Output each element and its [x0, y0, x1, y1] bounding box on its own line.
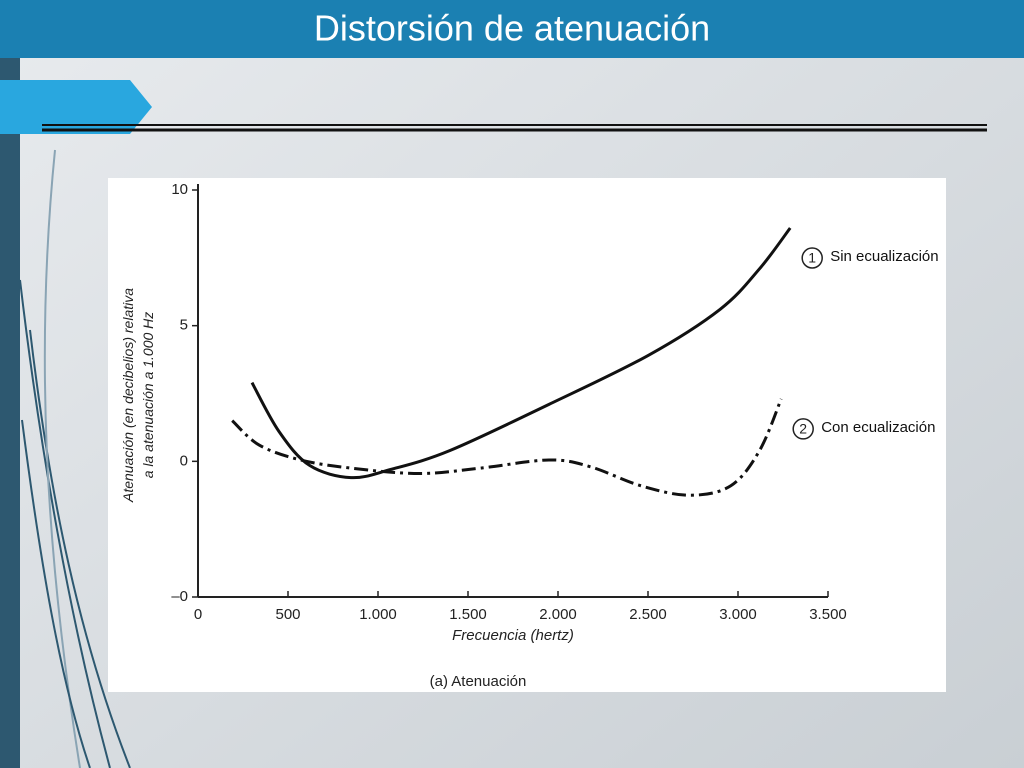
- x-tick-label: 500: [275, 606, 300, 623]
- slide-title: Distorsión de atenuación: [314, 8, 710, 49]
- x-axis-label: Frecuencia (hertz): [452, 627, 574, 644]
- x-tick-label: 2.000: [539, 606, 577, 623]
- legend-entry: Sin ecualización: [830, 247, 939, 265]
- series-marker: [792, 418, 814, 440]
- series-line: [231, 398, 783, 497]
- y-tick-label: 0: [180, 452, 188, 469]
- y-axis-label: Atenuación (en decibelios) relativa: [120, 288, 136, 503]
- y-axis-label: a la atenuación a 1.000 Hz: [140, 312, 156, 479]
- series-marker-label: 1: [808, 250, 816, 266]
- caption: (a) Atenuación: [430, 673, 527, 690]
- x-tick-label: 3.500: [809, 606, 847, 623]
- decoration: [19, 149, 131, 768]
- y-tick-label: 10: [171, 181, 188, 198]
- series-marker: [801, 247, 823, 269]
- x-tick-label: 2.500: [629, 606, 667, 623]
- series-marker-label: 2: [799, 421, 807, 437]
- x-tick-label: 3.000: [719, 606, 757, 623]
- legend-entry: Con ecualización: [821, 418, 936, 436]
- x-tick-label: 0: [194, 606, 202, 623]
- x-tick-label: 1.000: [359, 606, 397, 623]
- tab-arrow: [0, 80, 152, 134]
- y-tick-label: –0: [171, 588, 188, 605]
- side-stripe: [0, 58, 20, 768]
- x-tick-label: 1.500: [449, 606, 487, 623]
- y-tick-label: 5: [180, 317, 188, 334]
- title-bar: [0, 0, 1024, 58]
